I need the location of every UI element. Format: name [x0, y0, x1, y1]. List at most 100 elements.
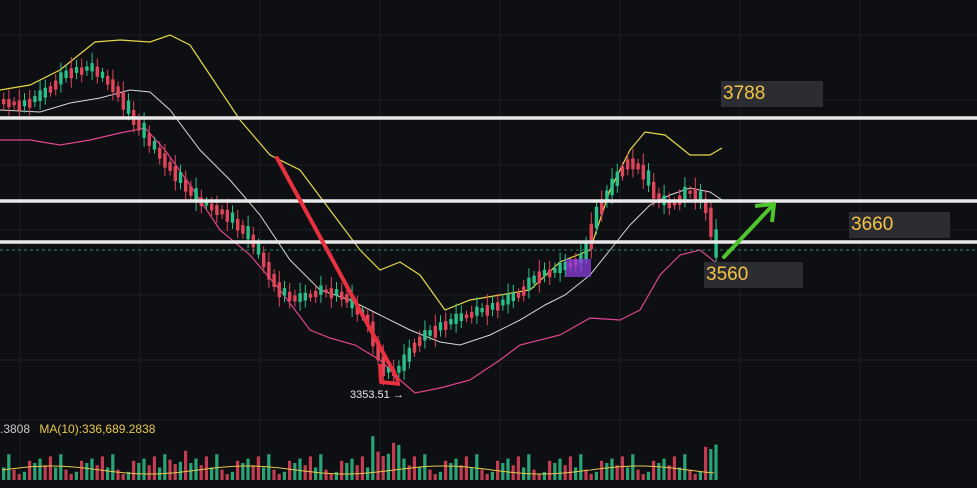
volume-bar — [28, 460, 32, 480]
candle-body — [485, 305, 489, 316]
horizontal-levels — [0, 116, 977, 244]
candle-body — [683, 186, 687, 200]
candle-body — [459, 313, 463, 322]
candle-body — [532, 275, 536, 284]
candle-body — [636, 163, 640, 170]
volume-bar — [340, 460, 344, 480]
volume-bar — [38, 458, 42, 480]
volume-bar — [553, 463, 557, 480]
bollinger-bands — [0, 34, 723, 394]
candle-body — [324, 289, 328, 293]
volume-bar — [366, 467, 370, 480]
volume-bar — [80, 460, 84, 480]
candle-body — [470, 311, 474, 318]
candle-body — [256, 242, 261, 255]
candle-body — [444, 321, 448, 330]
volume-bar — [636, 469, 640, 480]
volume-bar — [132, 460, 136, 480]
candle-body — [17, 100, 21, 111]
volume-bar — [59, 454, 63, 480]
volume-bar — [262, 467, 266, 480]
candle-body — [626, 159, 630, 170]
candle-body — [657, 193, 661, 204]
volume-bar — [433, 474, 437, 480]
volume-bar — [251, 465, 255, 480]
volume-bar — [418, 467, 422, 480]
candle-body — [501, 299, 505, 306]
volume-bar — [282, 471, 286, 480]
candle-body — [475, 306, 479, 316]
volume-bar — [475, 454, 479, 480]
candle-body — [54, 80, 58, 90]
candle-body — [522, 286, 526, 296]
volume-bar — [652, 460, 656, 480]
volume-bar — [620, 456, 624, 480]
volume-bar — [683, 454, 687, 480]
candle-body — [709, 207, 713, 237]
candle-body — [272, 273, 276, 287]
volume-bar — [64, 469, 68, 480]
candle-body — [548, 269, 552, 278]
candle-body — [28, 98, 32, 108]
candle-body — [69, 68, 73, 79]
candle-body — [605, 190, 609, 203]
volume-bar — [163, 454, 167, 480]
candle-body — [428, 330, 432, 336]
candle-body — [329, 288, 333, 299]
candle-body — [600, 199, 604, 215]
candle-body — [184, 179, 188, 192]
volume-bar — [537, 474, 541, 480]
volume-bar — [428, 469, 432, 480]
candle-body — [704, 198, 708, 214]
volume-bar — [329, 474, 333, 480]
volume-bar — [386, 453, 390, 480]
volume-bar — [126, 471, 130, 480]
candle-body — [454, 313, 458, 324]
volume-bar — [256, 456, 260, 480]
candle-body — [43, 87, 47, 98]
candle-body — [85, 66, 89, 71]
candle-body — [12, 101, 16, 106]
candle-body — [542, 269, 547, 276]
volume-bar — [381, 456, 385, 480]
volume-bar — [168, 459, 172, 480]
volume-bar — [688, 469, 692, 480]
candle-body — [688, 190, 692, 194]
volume-bar — [558, 458, 562, 480]
volume-bar — [579, 454, 583, 480]
candle-body — [59, 72, 63, 85]
candle-body — [158, 147, 162, 159]
candle-body — [516, 292, 521, 298]
candle-body — [646, 170, 651, 186]
candle-body — [22, 100, 27, 107]
volume-bar — [204, 456, 208, 480]
volume-bar — [95, 465, 99, 480]
upper-band-line — [0, 34, 723, 311]
candle-body — [90, 63, 94, 72]
volume-bar — [241, 463, 245, 480]
low-price-label: 3353.51 → — [350, 389, 404, 401]
candle-body — [641, 164, 645, 180]
volume-bar — [714, 444, 718, 480]
candle-body — [241, 225, 245, 234]
candle-body — [620, 166, 625, 177]
volume-bar — [319, 454, 323, 480]
candle-body — [672, 201, 677, 206]
volume-bar — [594, 471, 598, 480]
candle-body — [178, 171, 183, 183]
volume-bar — [298, 458, 302, 480]
volume-bar — [657, 463, 661, 480]
candle-body — [376, 340, 380, 361]
candle-body — [293, 295, 297, 302]
volume-bar — [142, 458, 146, 480]
candle-body — [246, 226, 250, 240]
highlight-box — [566, 259, 591, 277]
candle-body — [480, 308, 484, 313]
candle-body — [433, 325, 437, 338]
candle-body — [225, 209, 229, 222]
candle-body — [48, 86, 53, 93]
down-arrow-head — [378, 363, 401, 386]
candle-body — [563, 261, 567, 271]
candle-body — [334, 289, 339, 296]
volume-bar — [444, 460, 448, 480]
